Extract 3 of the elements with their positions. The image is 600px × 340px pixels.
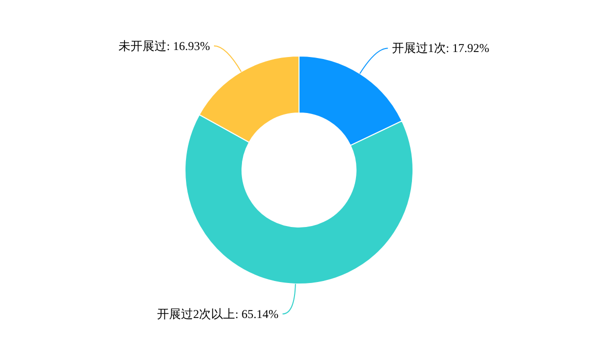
slice-label: 开展过2次以上: 65.14% [157,306,279,321]
slice-label: 未开展过: 16.93% [118,38,210,53]
slice-label: 开展过1次: 17.92% [392,41,490,56]
